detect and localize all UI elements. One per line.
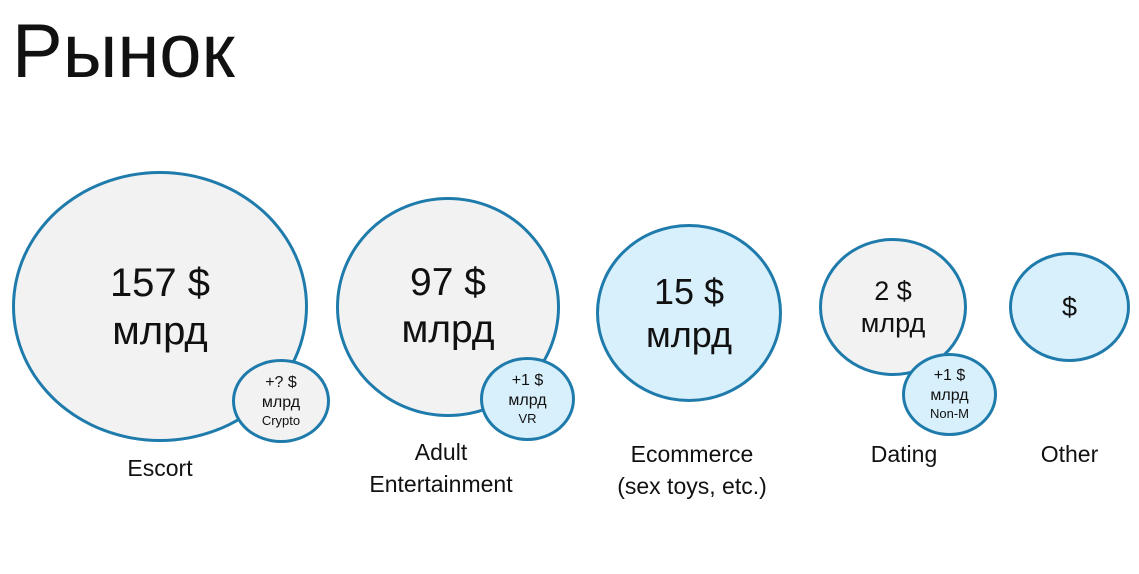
crypto-amount: +? $ bbox=[265, 373, 297, 391]
non-m-bubble: +1 $ млрд Non-M bbox=[902, 353, 997, 436]
escort-label-text: Escort bbox=[127, 455, 193, 481]
escort-label: Escort bbox=[60, 452, 260, 484]
other-bubble: $ bbox=[1009, 252, 1130, 362]
escort-bubble: 157 $ млрд bbox=[12, 171, 308, 442]
escort-amount: 157 $ bbox=[109, 260, 211, 305]
adult-entertainment-label: Adult Entertainment bbox=[331, 436, 551, 500]
dating-amount: 2 $ bbox=[874, 275, 912, 306]
slide-title: Рынок bbox=[12, 9, 235, 94]
other-label: Other bbox=[1009, 438, 1130, 470]
crypto-bubble: +? $ млрд Crypto bbox=[232, 359, 330, 443]
dating-unit: млрд bbox=[860, 308, 926, 338]
non-m-note: Non-M bbox=[929, 406, 969, 422]
ecommerce-amount: 15 $ bbox=[653, 270, 725, 312]
ecommerce-bubble: 15 $ млрд bbox=[596, 224, 782, 402]
ecommerce-label-line2: (sex toys, etc.) bbox=[617, 473, 767, 500]
crypto-note: Crypto bbox=[261, 412, 301, 428]
adult-label-line2: Entertainment bbox=[369, 471, 513, 498]
adult-amount: 97 $ bbox=[410, 261, 486, 305]
vr-bubble: +1 $ млрд VR bbox=[480, 357, 575, 441]
other-label-text: Other bbox=[1040, 441, 1099, 467]
ecommerce-label-line1: Ecommerce bbox=[630, 441, 754, 467]
ecommerce-label: Ecommerce (sex toys, etc.) bbox=[582, 438, 802, 502]
escort-unit: млрд bbox=[112, 308, 208, 353]
vr-note: VR bbox=[518, 410, 537, 426]
vr-unit: млрд bbox=[508, 391, 547, 409]
adult-unit: млрд bbox=[401, 308, 495, 351]
non-m-unit: млрд bbox=[930, 387, 969, 405]
dating-label: Dating bbox=[834, 438, 974, 470]
other-amount: $ bbox=[1061, 291, 1078, 322]
vr-amount: +1 $ bbox=[511, 371, 544, 389]
dating-label-text: Dating bbox=[870, 441, 938, 467]
crypto-unit: млрд bbox=[261, 393, 301, 411]
adult-label-line1: Adult bbox=[414, 439, 468, 465]
non-m-amount: +1 $ bbox=[933, 367, 966, 385]
ecommerce-unit: млрд bbox=[646, 314, 732, 355]
